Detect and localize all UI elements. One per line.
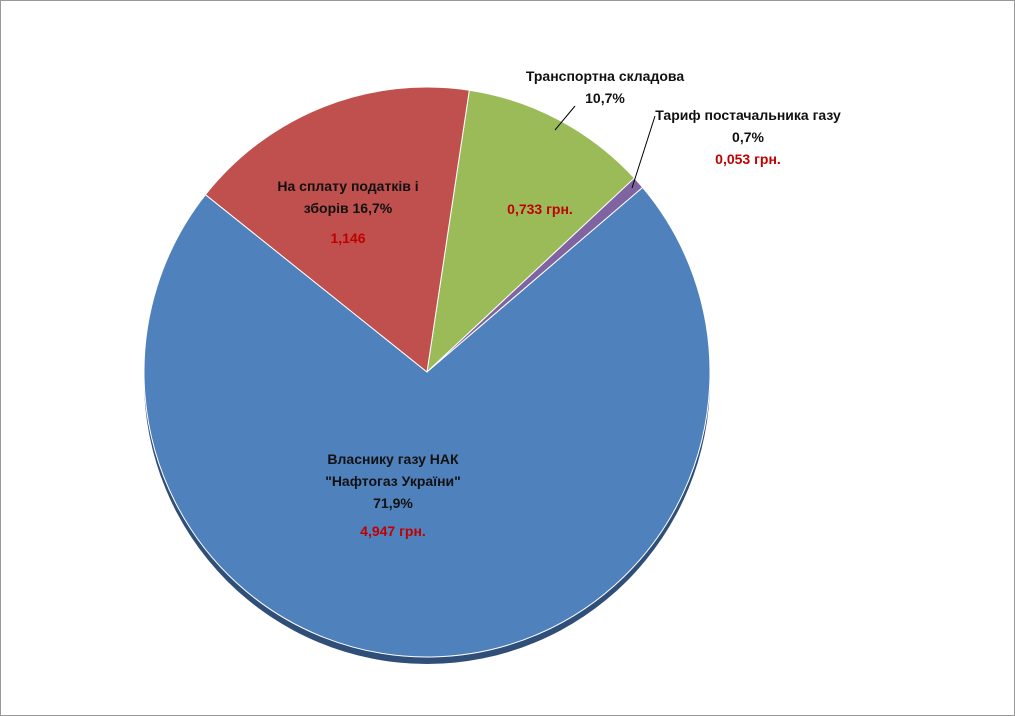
pie-slice	[143, 186, 711, 658]
pie-slice	[426, 89, 636, 374]
category-label: Власнику газу НАК "Нафтогаз України"	[325, 451, 461, 489]
amount-label: 0,053 грн.	[715, 151, 781, 167]
slice-label: На сплату податків і зборів 16,7% 1,146	[262, 175, 434, 249]
category-label: На сплату податків і зборів	[277, 178, 419, 216]
amount-label: 1,146	[330, 230, 366, 246]
percent-label: 0,7%	[732, 129, 764, 145]
percent-label: 71,9%	[373, 495, 413, 511]
leader-line	[631, 115, 656, 189]
percent-label: 10,7%	[585, 90, 625, 106]
leader-line	[554, 105, 576, 131]
amount-label: 0,733 грн.	[507, 201, 573, 217]
pie-slice	[204, 86, 470, 373]
amount-wrap: 0,733 грн.	[470, 198, 610, 220]
amount-label: 4,947 грн.	[360, 523, 426, 539]
category-label: Транспортна складова	[525, 68, 685, 84]
slice-label: Транспортна складова 10,7%	[490, 65, 720, 109]
category-label: Тариф постачальника газу	[655, 107, 841, 123]
percent-label: 16,7%	[352, 200, 393, 216]
slice-label: Власнику газу НАК "Нафтогаз України" 71,…	[293, 448, 493, 542]
slice-label: Тариф постачальника газу 0,7% 0,053 грн.	[648, 104, 848, 170]
slices	[143, 86, 711, 658]
